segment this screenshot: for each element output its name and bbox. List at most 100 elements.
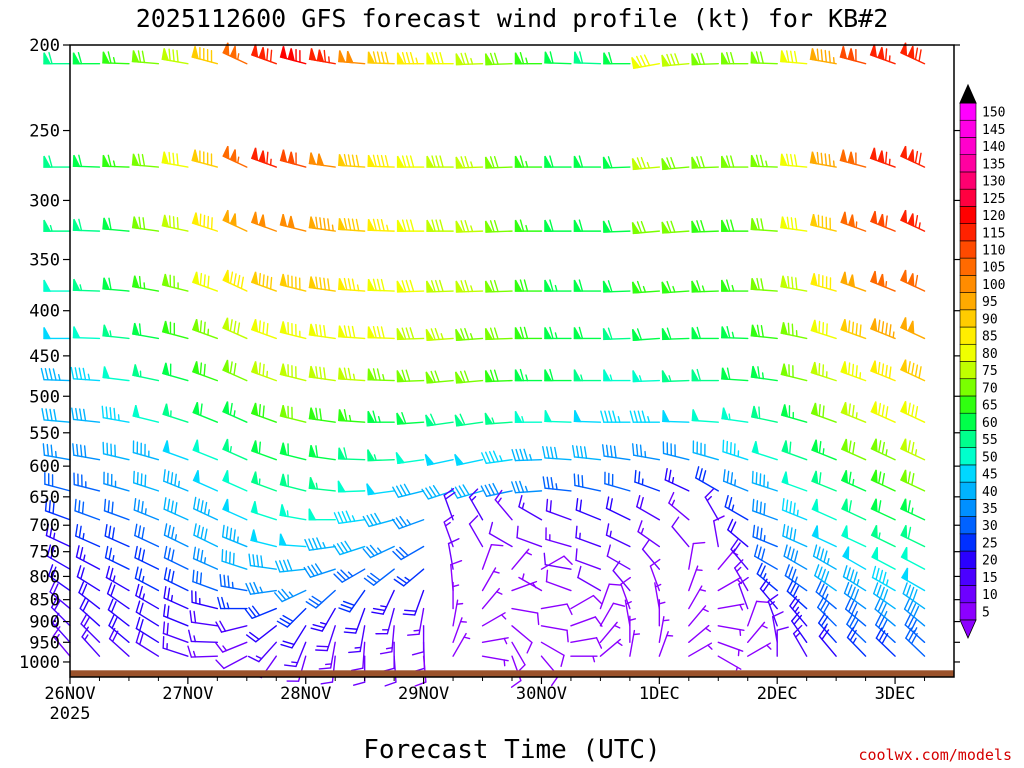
barb-full-feather	[439, 155, 444, 168]
barb-shaft	[545, 580, 572, 592]
barb-half-feather	[642, 285, 647, 293]
barb-full-feather	[262, 405, 265, 419]
wind-barb	[315, 625, 336, 652]
wind-barb	[814, 564, 837, 592]
barb-full-feather	[316, 537, 323, 550]
barb-half-feather	[731, 331, 735, 339]
wind-barb	[494, 489, 513, 521]
barb-full-feather	[199, 213, 202, 227]
y-tick-label: 400	[29, 302, 60, 322]
barb-half-feather	[325, 663, 333, 666]
barb-full-feather	[636, 494, 641, 508]
wind-barb	[599, 621, 621, 644]
wind-barb	[41, 408, 71, 423]
wind-barb	[750, 154, 778, 168]
wind-barb	[215, 641, 248, 653]
barb-full-feather	[730, 155, 735, 168]
credit-link[interactable]: coolwx.com/models	[858, 746, 1012, 764]
barb-full-feather	[318, 667, 332, 670]
wind-barb	[452, 632, 471, 657]
y-tick-label: 750	[29, 543, 60, 563]
barb-full-feather	[787, 322, 790, 336]
barb-full-feather	[141, 153, 146, 167]
barb-full-feather	[911, 473, 915, 486]
barb-full-feather	[78, 367, 83, 381]
barb-full-feather	[794, 217, 798, 231]
barb-full-feather	[818, 403, 821, 417]
barb-full-feather	[282, 559, 289, 572]
wind-barb	[468, 515, 484, 548]
barb-full-feather	[384, 681, 397, 687]
wind-barb	[274, 588, 307, 603]
barb-full-feather	[233, 273, 237, 286]
barb-full-feather	[604, 410, 609, 423]
barb-full-feather	[78, 525, 82, 539]
wind-barb	[481, 587, 503, 610]
wind-barb	[101, 405, 130, 423]
barb-full-feather	[828, 50, 831, 64]
wind-barb	[332, 540, 366, 556]
barb-full-feather	[409, 327, 415, 340]
wind-barb	[407, 607, 425, 636]
barb-shaft	[713, 520, 719, 548]
barb-full-feather	[282, 614, 294, 623]
barb-full-feather	[401, 369, 407, 382]
barb-pennant	[338, 50, 346, 63]
wind-barb	[424, 453, 454, 466]
barb-full-feather	[45, 408, 49, 421]
barb-full-feather	[793, 614, 803, 625]
wind-barb	[544, 368, 572, 382]
barb-half-feather	[170, 594, 173, 602]
barb-full-feather	[846, 626, 855, 639]
wind-barb	[217, 596, 248, 610]
barb-half-feather	[644, 450, 647, 458]
wind-barb	[901, 567, 926, 592]
axes: 2002503003504004505005506006507007508008…	[19, 36, 960, 724]
wind-barb	[215, 620, 248, 633]
barb-pennant	[781, 440, 789, 454]
barb-pennant	[691, 280, 700, 293]
barb-shaft	[511, 641, 526, 666]
barb-full-feather	[399, 515, 408, 527]
wind-barb	[658, 631, 674, 657]
barb-full-feather	[878, 471, 882, 484]
wind-barb	[751, 440, 778, 461]
y-tick-label: 1000	[19, 653, 60, 673]
wind-barb	[106, 582, 130, 610]
barb-pennant	[721, 326, 729, 339]
barb-full-feather	[376, 278, 381, 292]
barb-full-feather	[320, 681, 334, 685]
wind-barb	[870, 270, 896, 292]
barb-pennant	[337, 447, 346, 460]
barb-full-feather	[907, 471, 911, 484]
barb-full-feather	[583, 446, 588, 459]
barb-shaft	[540, 603, 568, 610]
wind-barb	[134, 566, 160, 592]
wind-barb	[308, 444, 336, 461]
barb-full-feather	[434, 370, 440, 383]
barb-half-feather	[794, 632, 801, 638]
barb-half-feather	[647, 415, 651, 423]
barb-full-feather	[104, 545, 109, 559]
barb-half-feather	[855, 412, 858, 420]
x-tick-label: 29NOV	[398, 684, 449, 704]
barb-full-feather	[884, 151, 888, 165]
wind-barb	[279, 363, 307, 382]
wind-barb	[131, 322, 160, 340]
wind-barb	[575, 525, 602, 548]
barb-full-feather	[701, 470, 707, 483]
barb-full-feather	[575, 525, 578, 539]
barb-full-feather	[277, 590, 287, 601]
barb-half-feather	[503, 659, 506, 667]
wind-barb	[721, 219, 749, 232]
barb-full-feather	[79, 597, 86, 610]
wind-barb	[601, 444, 631, 461]
barb-full-feather	[258, 272, 261, 286]
wind-barb	[222, 209, 248, 232]
barb-full-feather	[791, 568, 797, 581]
wind-barb	[661, 220, 690, 234]
wind-barb	[396, 279, 425, 293]
wind-barb	[222, 498, 248, 521]
barb-full-feather	[640, 220, 647, 234]
barb-full-feather	[783, 544, 788, 557]
